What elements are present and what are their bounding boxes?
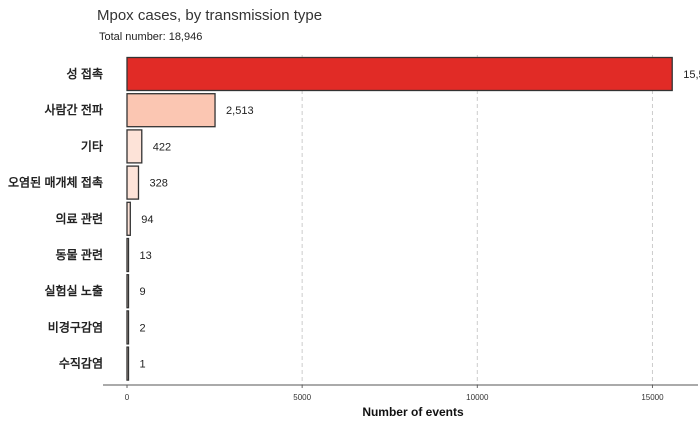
category-label: 오염된 매개체 접촉	[8, 175, 103, 190]
value-label: 1	[140, 359, 146, 371]
value-label: 15,564	[683, 69, 700, 81]
category-label: 성 접촉	[67, 66, 103, 81]
value-label: 2,513	[226, 105, 254, 117]
value-label: 9	[140, 286, 146, 298]
x-tick-label: 10000	[466, 393, 489, 402]
chart-title: Mpox cases, by transmission type	[97, 7, 323, 24]
chart-subtitle: Total number: 18,946	[99, 31, 203, 43]
value-label: 94	[141, 214, 153, 226]
category-label: 기타	[81, 138, 103, 153]
bar	[126, 165, 140, 200]
value-label: 328	[149, 178, 167, 190]
bar	[126, 201, 131, 236]
category-label: 실험실 노출	[44, 283, 103, 298]
x-axis-title: Number of events	[362, 405, 464, 419]
bar	[126, 129, 143, 164]
value-label: 2	[140, 322, 146, 334]
x-tick-label: 5000	[293, 393, 311, 402]
category-label: 비경구감염	[48, 319, 103, 334]
category-label: 수직감염	[59, 356, 103, 371]
category-label: 동물 관련	[56, 247, 104, 262]
bar	[126, 310, 130, 345]
category-label: 의료 관련	[56, 211, 104, 226]
x-tick-label: 15000	[641, 393, 664, 402]
category-label: 사람간 전파	[44, 102, 103, 117]
bar	[126, 93, 216, 128]
bar	[126, 274, 130, 309]
bar	[126, 56, 673, 92]
value-label: 422	[153, 141, 171, 153]
x-tick-label: 0	[125, 393, 130, 402]
bar	[126, 237, 130, 273]
value-label: 13	[140, 250, 152, 262]
bar	[126, 346, 130, 381]
